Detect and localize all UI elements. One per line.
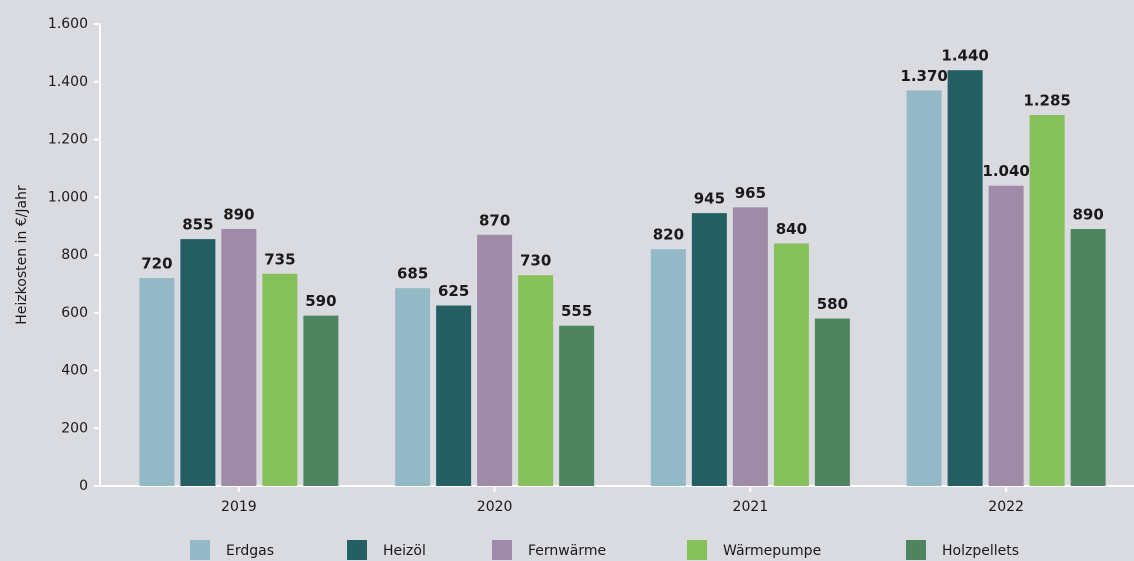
legend-label: Wärmepumpe: [723, 543, 821, 559]
bar: [303, 315, 339, 486]
y-tick-label: 200: [61, 420, 88, 436]
legend-swatch: [906, 540, 926, 560]
legend-swatch: [347, 540, 367, 560]
value-label: 735: [264, 250, 295, 268]
bar: [436, 305, 472, 486]
value-label: 840: [776, 220, 807, 238]
bar: [395, 288, 431, 486]
legend-swatch: [687, 540, 707, 560]
y-tick-label: 600: [61, 305, 88, 321]
legend-swatch: [492, 540, 512, 560]
value-label: 685: [397, 265, 428, 283]
x-tick-label: 2019: [221, 499, 257, 515]
value-label: 720: [141, 255, 172, 273]
bar: [1070, 229, 1106, 486]
y-tick-label: 400: [61, 363, 88, 379]
y-axis-label: Heizkosten in €/Jahr: [14, 185, 30, 325]
legend-swatch: [190, 540, 210, 560]
y-tick-label: 0: [79, 478, 88, 494]
value-label: 1.370: [900, 67, 947, 85]
legend-label: Holzpellets: [942, 543, 1019, 559]
bar: [559, 325, 595, 486]
x-tick-label: 2021: [733, 499, 769, 515]
x-tick-label: 2022: [988, 499, 1024, 515]
y-tick-label: 1.400: [48, 74, 88, 90]
value-label: 1.040: [982, 162, 1029, 180]
bar: [139, 278, 175, 486]
value-label: 1.285: [1023, 91, 1070, 109]
bar: [814, 318, 850, 486]
bar: [477, 234, 513, 486]
y-tick-label: 1.000: [48, 189, 88, 205]
bar: [732, 207, 768, 486]
value-label: 625: [438, 282, 469, 300]
bar: [650, 249, 686, 486]
bar: [988, 185, 1024, 486]
bar: [947, 70, 983, 486]
bar: [1029, 114, 1065, 487]
value-label: 580: [817, 295, 848, 313]
value-label: 890: [1072, 206, 1103, 224]
legend-label: Heizöl: [383, 543, 426, 559]
value-label: 590: [305, 292, 336, 310]
value-label: 945: [694, 190, 725, 208]
value-label: 855: [182, 216, 213, 234]
bar: [691, 213, 727, 486]
bar: [262, 273, 298, 486]
value-label: 890: [223, 206, 254, 224]
value-label: 555: [561, 302, 592, 320]
y-tick-label: 800: [61, 247, 88, 263]
value-label: 730: [520, 252, 551, 270]
legend-label: Erdgas: [226, 543, 274, 559]
bar: [180, 239, 216, 486]
y-tick-label: 1.600: [48, 16, 88, 32]
bar: [221, 229, 257, 486]
y-tick-label: 1.200: [48, 132, 88, 148]
value-label: 870: [479, 211, 510, 229]
bar: [518, 275, 554, 486]
legend-label: Fernwärme: [528, 543, 606, 559]
bar: [906, 90, 942, 486]
value-label: 965: [735, 184, 766, 202]
value-label: 820: [653, 226, 684, 244]
bar: [773, 243, 809, 486]
value-label: 1.440: [941, 47, 988, 65]
x-tick-label: 2020: [477, 499, 513, 515]
